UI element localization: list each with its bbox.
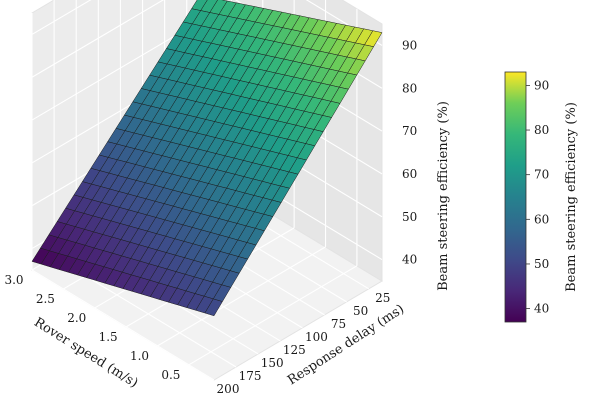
wall-grid-line xyxy=(31,0,92,35)
y-tick-label: 150 xyxy=(261,356,284,370)
z-tick-label: 90 xyxy=(402,38,417,52)
y-tick-label: 50 xyxy=(353,304,368,318)
x-tick-label: 2.0 xyxy=(67,311,86,325)
z-axis-label: Beam steering efficiency (%) xyxy=(436,101,451,291)
floor-grid-line xyxy=(157,246,326,347)
x-tick-label: 3.0 xyxy=(4,273,23,287)
x-tick-label: 1.0 xyxy=(130,349,149,363)
colorbar-tick-label: 90 xyxy=(534,78,549,92)
y-tick-label: 100 xyxy=(305,330,328,344)
y-tick-label: 200 xyxy=(217,382,240,396)
floor-grid-line xyxy=(31,269,215,381)
z-tick-label: 80 xyxy=(402,81,417,95)
colorbar: 40 50 60 70 80 90 xyxy=(504,71,549,323)
y-tick-label: 175 xyxy=(239,369,262,383)
z-tick-label: 50 xyxy=(402,210,417,224)
colorbar-tick-label: 80 xyxy=(534,123,549,137)
y-tick-label: 125 xyxy=(283,343,306,357)
y-tick-label: 75 xyxy=(331,317,346,331)
x-tick-label: 2.5 xyxy=(36,292,55,306)
colorbar-label: Beam steering efficiency (%) xyxy=(564,102,579,292)
wall-grid-line xyxy=(31,0,165,78)
colorbar-tick-label: 50 xyxy=(534,257,549,271)
z-tick-label: 60 xyxy=(402,167,417,181)
colorbar-tick-label: 70 xyxy=(534,168,549,182)
colorbar-tick-label: 40 xyxy=(534,302,549,316)
x-tick-label: 1.5 xyxy=(99,330,118,344)
z-tick-label: 70 xyxy=(402,124,417,138)
x-tick-label: 0.5 xyxy=(161,368,180,382)
surface-cell xyxy=(204,298,223,317)
wall-grid-line xyxy=(31,20,201,121)
colorbar-gradient xyxy=(504,71,527,323)
colorbar-tick-label: 60 xyxy=(534,212,549,226)
floor-grid-line xyxy=(188,265,358,366)
z-tick-label: 40 xyxy=(402,253,417,267)
x-axis-label: Rover speed (m/s) xyxy=(31,315,140,391)
surface-mesh xyxy=(31,0,383,317)
y-tick-label: 25 xyxy=(375,291,390,305)
